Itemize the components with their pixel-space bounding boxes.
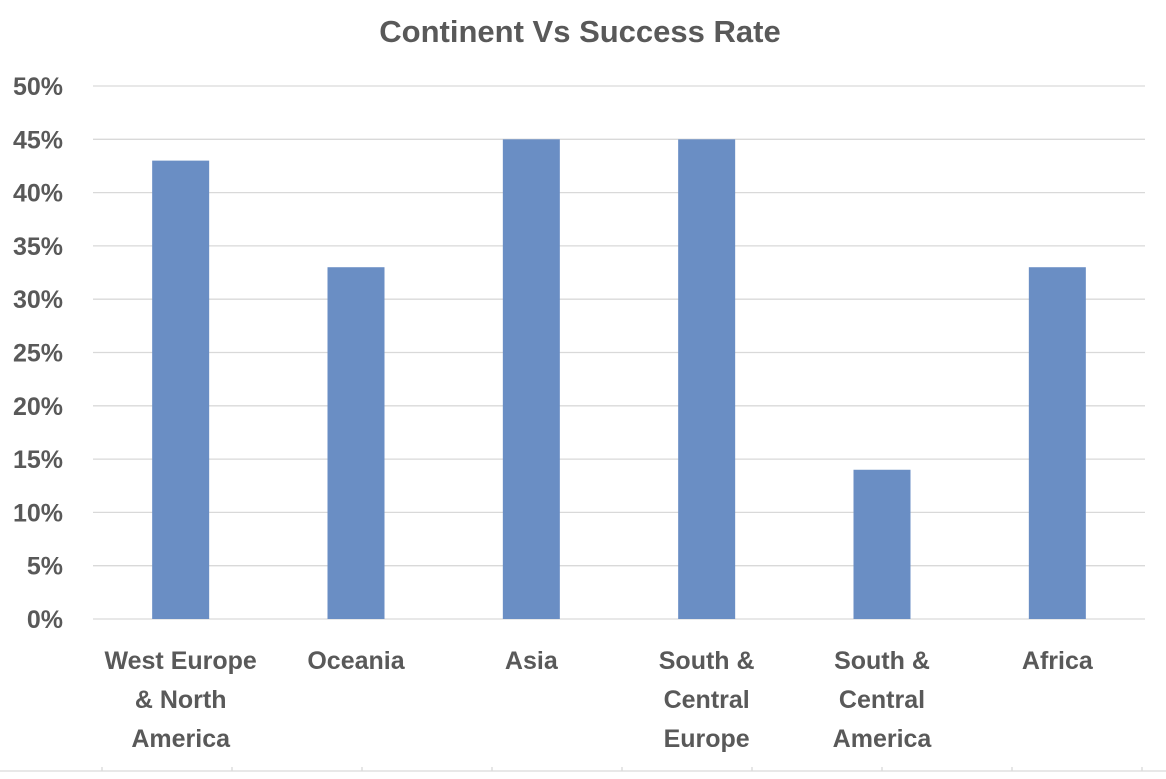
- x-category-label-line: Africa: [1022, 647, 1094, 675]
- y-tick-label: 20%: [13, 393, 63, 421]
- x-category-label-line: South &: [659, 647, 755, 675]
- y-axis-tick-labels: 0% 5% 10% 15% 20% 25% 30% 35% 40% 45% 50%: [13, 73, 63, 634]
- bar: [678, 139, 736, 620]
- y-tick-label: 35%: [13, 233, 63, 261]
- chart-title: Continent Vs Success Rate: [379, 14, 780, 49]
- y-tick-label: 40%: [13, 180, 63, 208]
- y-tick-label: 45%: [13, 126, 63, 154]
- bars: [152, 139, 1086, 620]
- y-tick-label: 10%: [13, 499, 63, 527]
- x-axis-category-labels: West Europe & North America Oceania Asia Sout…: [104, 647, 1093, 753]
- bar: [152, 160, 210, 619]
- x-category-label-line: Central: [664, 686, 750, 714]
- x-category-label-line: America: [131, 725, 231, 753]
- x-category-label: South & Central Europe: [659, 647, 755, 753]
- y-tick-label: 0%: [27, 606, 63, 634]
- gridlines: [93, 85, 1145, 620]
- x-category-label-line: West Europe: [104, 647, 256, 675]
- bar: [853, 469, 911, 619]
- x-category-label: West Europe & North America: [104, 647, 256, 753]
- bar: [502, 139, 560, 620]
- y-tick-label: 15%: [13, 446, 63, 474]
- y-tick-label: 25%: [13, 340, 63, 368]
- x-category-label-line: Asia: [505, 647, 559, 675]
- x-category-label: Africa: [1022, 647, 1094, 675]
- bar: [327, 267, 385, 619]
- x-category-label-line: & North: [135, 686, 227, 714]
- y-tick-label: 5%: [27, 553, 63, 581]
- x-category-label-line: Oceania: [307, 647, 405, 675]
- x-category-label: Asia: [505, 647, 559, 675]
- x-category-label-line: America: [833, 725, 933, 753]
- bottom-axis-ticks: [0, 767, 1166, 772]
- x-category-label-line: South &: [834, 647, 930, 675]
- y-tick-label: 50%: [13, 73, 63, 101]
- x-category-label: South & Central America: [833, 647, 933, 753]
- x-category-label: Oceania: [307, 647, 405, 675]
- y-tick-label: 30%: [13, 286, 63, 314]
- bar: [1028, 267, 1086, 619]
- x-category-label-line: Europe: [664, 725, 750, 753]
- x-category-label-line: Central: [839, 686, 925, 714]
